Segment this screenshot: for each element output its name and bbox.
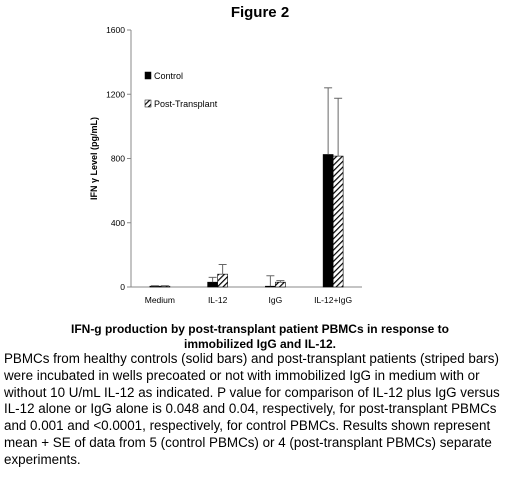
legend-swatch bbox=[144, 71, 152, 80]
bar-control bbox=[149, 285, 161, 288]
figure-title: Figure 2 bbox=[230, 4, 290, 21]
bar-chart: 0 400 800 1200 1600 IFN γ Level (pg/mL) Medium… bbox=[89, 25, 362, 305]
x-tick-label: IL-12+IgG bbox=[314, 295, 352, 305]
y-tick-label: 400 bbox=[111, 218, 125, 228]
caption-body: PBMCs from healthy controls (solid bars)… bbox=[4, 351, 500, 467]
bar-control bbox=[265, 285, 276, 288]
bar-control bbox=[207, 281, 218, 288]
bar-post-transplant bbox=[217, 273, 228, 288]
legend-label: Control bbox=[154, 71, 183, 81]
bar-control bbox=[322, 154, 334, 288]
y-tick-label: 800 bbox=[111, 154, 125, 164]
x-tick-label: Medium bbox=[145, 295, 175, 305]
y-axis-label: IFN γ Level (pg/mL) bbox=[89, 117, 99, 200]
x-tick-label: IgG bbox=[269, 295, 283, 305]
y-tick-label: 1200 bbox=[106, 89, 125, 99]
legend-swatch bbox=[144, 99, 152, 108]
bar-post-transplant bbox=[275, 281, 286, 288]
x-tick-label: IL-12 bbox=[208, 295, 228, 305]
bar-post-transplant bbox=[332, 155, 344, 288]
legend-label: Post-Transplant bbox=[154, 99, 218, 109]
y-tick-label: 1600 bbox=[106, 25, 125, 35]
y-tick-label: 0 bbox=[120, 282, 125, 292]
bar-post-transplant bbox=[159, 285, 171, 288]
caption-title: IFN-g production by post-transplant pati… bbox=[70, 322, 449, 351]
